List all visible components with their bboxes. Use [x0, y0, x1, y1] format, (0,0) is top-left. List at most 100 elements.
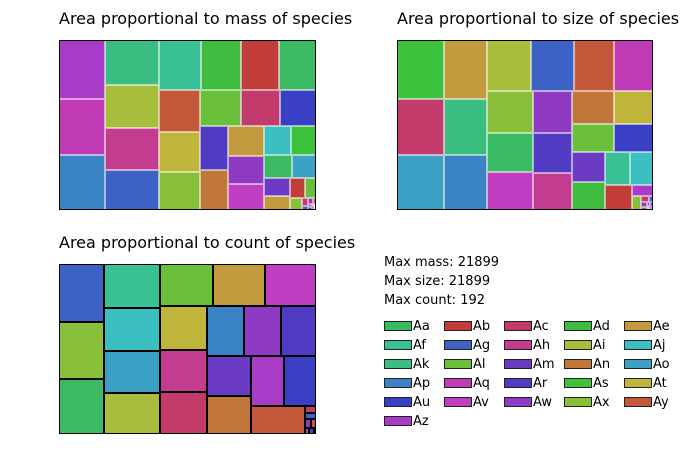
treemap-cell-Ad	[571, 182, 606, 210]
treemap-cell-Aq	[59, 98, 105, 156]
treemap-cell-Am	[651, 208, 653, 210]
legend-label: As	[593, 376, 609, 391]
legend-swatch	[504, 378, 532, 388]
treemap-cell-Aa	[59, 378, 105, 434]
legend-swatch	[384, 321, 412, 331]
treemap-cell-Ag	[531, 40, 574, 92]
legend-label: Ab	[473, 319, 491, 334]
legend-swatch	[624, 340, 652, 350]
legend-swatch	[384, 378, 412, 388]
treemap-cell-Az	[250, 356, 284, 406]
treemap-cell-Ag	[104, 169, 159, 210]
treemap-cell-Ay	[250, 405, 305, 434]
treemap-cell-Ac	[641, 195, 649, 203]
treemap-cell-Ay	[311, 419, 316, 428]
treemap-cell-Ac	[397, 98, 445, 156]
treemap-cell-Au	[613, 123, 653, 152]
treemap-cell-Af	[158, 40, 201, 90]
treemap-cell-Ag	[59, 264, 105, 322]
legend-label: Al	[473, 357, 486, 372]
treemap-cell-Al	[571, 123, 614, 152]
legend-swatch	[624, 397, 652, 407]
legend-label: Ar	[533, 376, 548, 391]
treemap-cell-Au	[649, 206, 652, 209]
treemap-cell-Aj	[104, 307, 160, 351]
treemap-cell-Ac	[304, 405, 316, 414]
stat-value: 192	[460, 293, 486, 308]
legend-swatch	[444, 378, 472, 388]
treemap-cell-Ac	[159, 392, 207, 434]
legend-swatch	[384, 340, 412, 350]
treemap-cell-Aj	[630, 151, 653, 186]
legend-label: Ay	[653, 395, 669, 410]
legend-label: Ao	[653, 357, 670, 372]
treemap-cell-Af	[104, 264, 160, 308]
treemap-cell-Af	[605, 151, 631, 186]
treemap-cell-Ac	[301, 198, 309, 206]
treemap-cell-Au	[312, 206, 315, 209]
legend-swatch	[624, 321, 652, 331]
legend-label: Aw	[533, 395, 552, 410]
treemap-cell-As	[291, 126, 316, 156]
legend-swatch	[564, 378, 592, 388]
legend-swatch	[384, 416, 412, 426]
treemap-cell-Am	[571, 151, 606, 183]
treemap-cell-Ap	[206, 305, 245, 357]
legend-swatch	[504, 340, 532, 350]
treemap-cell-Ai	[104, 84, 159, 129]
treemap-cell-Am	[314, 208, 316, 210]
stat-value: 21899	[448, 274, 491, 289]
panel-title-count: Area proportional to count of species	[59, 233, 356, 252]
treemap-cell-Ac	[241, 89, 280, 127]
treemap-cell-As	[397, 40, 445, 99]
treemap-cell-Au	[279, 89, 316, 127]
legend-swatch	[444, 340, 472, 350]
treemap-cell-Ah	[159, 349, 207, 393]
legend-label: Aq	[473, 376, 490, 391]
panel-title-size: Area proportional to size of species	[397, 9, 680, 28]
legend-label: Aj	[653, 338, 666, 353]
treemap-cell-Aw	[308, 198, 313, 204]
treemap-cell-Ax	[158, 171, 201, 210]
legend-swatch	[444, 321, 472, 331]
treemap-cell-Ai	[487, 40, 532, 92]
legend-label: Am	[533, 357, 555, 372]
treemap-cell-Ab	[290, 178, 306, 199]
stat-max-mass: Max mass: 21899	[384, 253, 499, 272]
legend-swatch	[384, 359, 412, 369]
treemap-cell-At	[613, 91, 653, 124]
treemap-cell-Av	[228, 184, 264, 210]
legend-label: Ae	[653, 319, 670, 334]
legend-swatch	[384, 397, 412, 407]
treemap-cell-Aw	[244, 305, 281, 357]
treemap-cell-Ae	[263, 195, 291, 210]
legend-swatch	[624, 359, 652, 369]
treemap-cell-Ax	[290, 198, 302, 210]
treemap-cell-Aw	[641, 202, 647, 207]
legend-swatch	[504, 359, 532, 369]
legend: Aa Ab Ac Ad Ae Af Ag Ah Ai Aj Ak Al Am An Ao Ap Aq Ar As At…	[384, 318, 684, 430]
legend-label: At	[653, 376, 667, 391]
legend-label: Ak	[413, 357, 430, 372]
treemap-cell-Aq	[614, 40, 653, 92]
treemap-cell-Av	[308, 203, 313, 208]
treemap-cell-Av	[265, 264, 316, 306]
legend-label: An	[593, 357, 611, 372]
treemap-cell-Am	[263, 178, 291, 196]
treemap-cell-Ab	[605, 185, 632, 210]
treemap-cell-Al	[305, 178, 316, 199]
treemap-cell-Ak	[444, 98, 488, 156]
treemap-cell-Ar	[280, 305, 316, 357]
treemap-cell-Aa	[487, 132, 533, 173]
treemap-cell-Ak	[104, 40, 159, 85]
treemap-cell-Ao	[104, 350, 160, 393]
stat-label: Max size:	[384, 274, 445, 289]
treemap-cell-Az	[631, 185, 653, 196]
treemap-cell-Aw	[228, 156, 264, 185]
treemap-cell-Ae	[228, 126, 264, 157]
treemap-cell-Ay	[158, 89, 201, 132]
treemap-cell-An	[206, 395, 251, 434]
treemap-cell-Ao	[291, 155, 316, 179]
stat-max-count: Max count: 192	[384, 291, 499, 310]
legend-label: Aa	[413, 319, 430, 334]
